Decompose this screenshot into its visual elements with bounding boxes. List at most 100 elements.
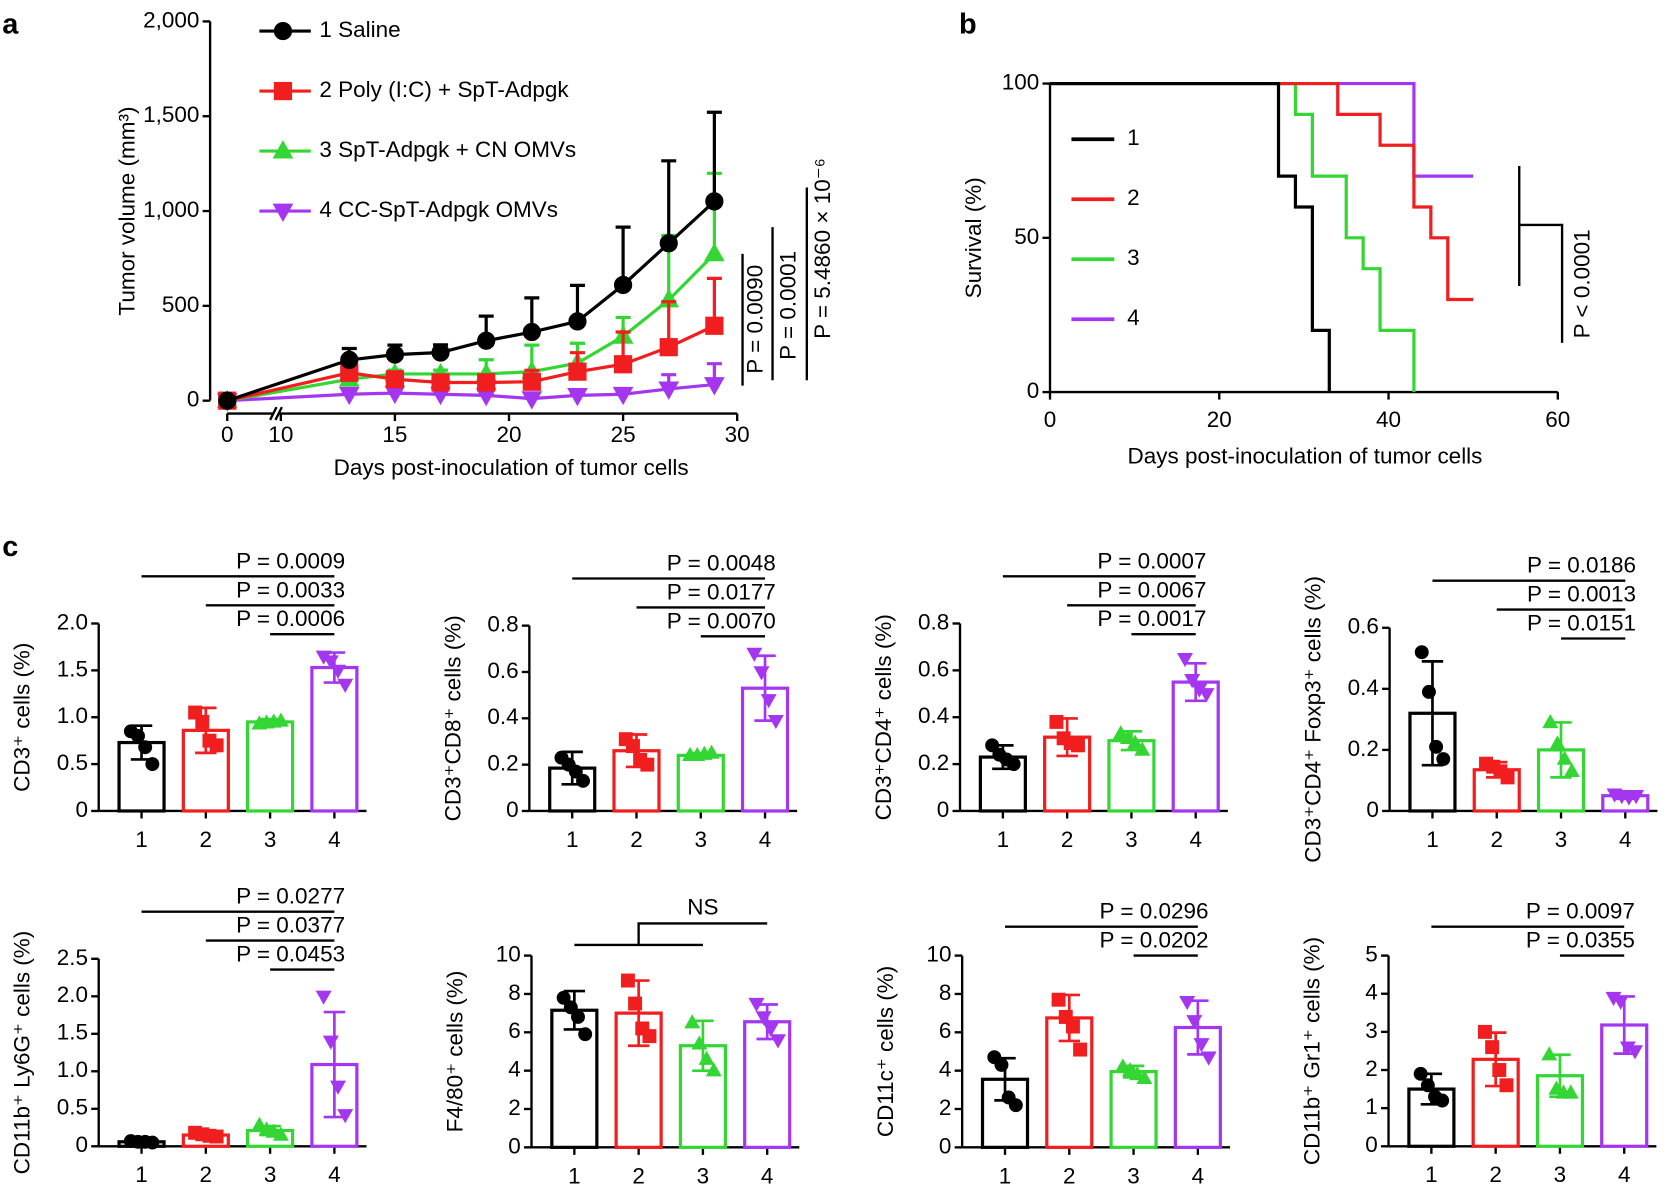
p-value: P = 0.0097 (1526, 899, 1635, 924)
marker (1549, 735, 1566, 750)
y-tick-label: 2.0 (57, 982, 88, 1007)
marker (1436, 752, 1451, 767)
x-tick-label: 4 (761, 1163, 774, 1187)
survival-step (1050, 81, 1331, 393)
y-axis-label: CD3⁺CD8⁺ cells (%) (440, 615, 465, 821)
x-tick-label: 30 (725, 422, 750, 447)
x-tick-label: 15 (382, 422, 407, 447)
marker (746, 647, 763, 662)
marker (1499, 1078, 1514, 1093)
x-tick-label: 4 (328, 827, 341, 852)
marker (659, 234, 678, 253)
y-tick-label: 0.2 (1348, 736, 1379, 761)
x-tick-label: 2 (200, 827, 213, 852)
marker (1421, 684, 1436, 699)
marker (322, 1035, 339, 1050)
x-tick-label: 0 (1044, 407, 1057, 432)
marker (1485, 1040, 1500, 1055)
y-axis-label: F4/80⁺ cells (%) (442, 971, 467, 1133)
y-tick-label: 0.2 (918, 750, 949, 775)
survival-step (1050, 81, 1416, 393)
legend-label: 2 Poly (I:C) + SpT-Adpgk (319, 77, 569, 102)
marker (613, 275, 633, 295)
p-value: P = 5.4860 × 10⁻⁶ (810, 158, 835, 339)
marker (705, 316, 724, 335)
panel-label: b (959, 8, 977, 40)
x-tick-label: 4 (759, 827, 772, 852)
x-tick-label: 2 (632, 1163, 645, 1187)
x-tick-label: 2 (1063, 1163, 1076, 1187)
y-axis-label: Survival (%) (961, 177, 986, 298)
marker (760, 694, 777, 709)
marker (1179, 995, 1196, 1011)
y-tick-label: 0.4 (918, 703, 949, 728)
marker (568, 362, 587, 381)
y-axis-label: Tumor volume (mm³) (115, 107, 140, 316)
y-tick-label: 1.0 (57, 1057, 88, 1082)
marker (338, 386, 360, 406)
marker (1008, 1098, 1023, 1113)
x-tick-label: 2 (1061, 827, 1074, 852)
marker (703, 744, 720, 759)
x-tick-label: 4 (328, 1162, 341, 1187)
marker (1492, 1063, 1507, 1077)
y-tick-label: 0.4 (1348, 675, 1379, 700)
marker (322, 655, 339, 670)
y-tick-label: 0 (506, 797, 519, 822)
y-tick-label: 0.5 (57, 750, 88, 775)
x-tick-label: 3 (264, 1162, 277, 1187)
marker (640, 757, 655, 772)
marker (272, 1126, 289, 1141)
y-tick-label: 8 (508, 980, 521, 1005)
y-tick-label: 0.6 (1348, 614, 1379, 639)
x-tick-label: 3 (697, 1163, 710, 1187)
x-tick-label: 20 (1207, 407, 1232, 432)
series-line (226, 200, 716, 403)
marker (1563, 762, 1580, 777)
error-bar (661, 159, 677, 244)
marker (684, 1014, 701, 1029)
y-tick-label: 2 (508, 1095, 521, 1120)
marker (1071, 738, 1085, 753)
marker (767, 714, 784, 730)
marker (659, 338, 678, 357)
x-tick-label: 3 (1125, 827, 1138, 852)
y-tick-label: 1 (1365, 1094, 1378, 1119)
p-value: P = 0.0001 (776, 251, 801, 360)
marker (612, 386, 634, 406)
marker (705, 192, 724, 211)
marker (568, 764, 583, 779)
marker (330, 1080, 347, 1095)
x-tick-label: 1 (997, 827, 1010, 852)
marker (628, 996, 643, 1011)
y-tick-label: 4 (1365, 980, 1378, 1005)
y-tick-label: 100 (1002, 69, 1040, 94)
x-axis-label: Days post-inoculation of tumor cells (1128, 443, 1483, 468)
axis-break (269, 406, 278, 421)
marker (1562, 1084, 1579, 1099)
marker (753, 666, 770, 681)
p-value: P = 0.0006 (236, 606, 345, 631)
marker (691, 1035, 708, 1050)
y-tick-label: 1.5 (57, 656, 88, 681)
y-tick-label: 5 (1365, 942, 1378, 967)
marker (704, 377, 725, 396)
x-tick-label: 1 (999, 1163, 1012, 1187)
p-value: P < 0.0001 (1569, 229, 1594, 338)
marker (1500, 770, 1515, 785)
legend-label: 2 (1127, 185, 1140, 210)
x-tick-label: 3 (264, 827, 277, 852)
p-value: P = 0.0355 (1526, 928, 1635, 953)
y-tick-label: 0 (508, 1133, 521, 1158)
y-tick-label: 2 (1365, 1056, 1378, 1081)
marker (209, 738, 224, 753)
marker (145, 1135, 160, 1150)
marker (272, 203, 294, 222)
marker (1198, 688, 1215, 703)
x-tick-label: 3 (695, 827, 708, 852)
bar (676, 753, 725, 813)
marker (272, 712, 289, 727)
significance-label: NS (687, 894, 718, 919)
p-value: P = 0.0067 (1097, 577, 1206, 602)
y-axis-label: CD11b⁺ Gr1⁺ cells (%) (1299, 937, 1324, 1165)
